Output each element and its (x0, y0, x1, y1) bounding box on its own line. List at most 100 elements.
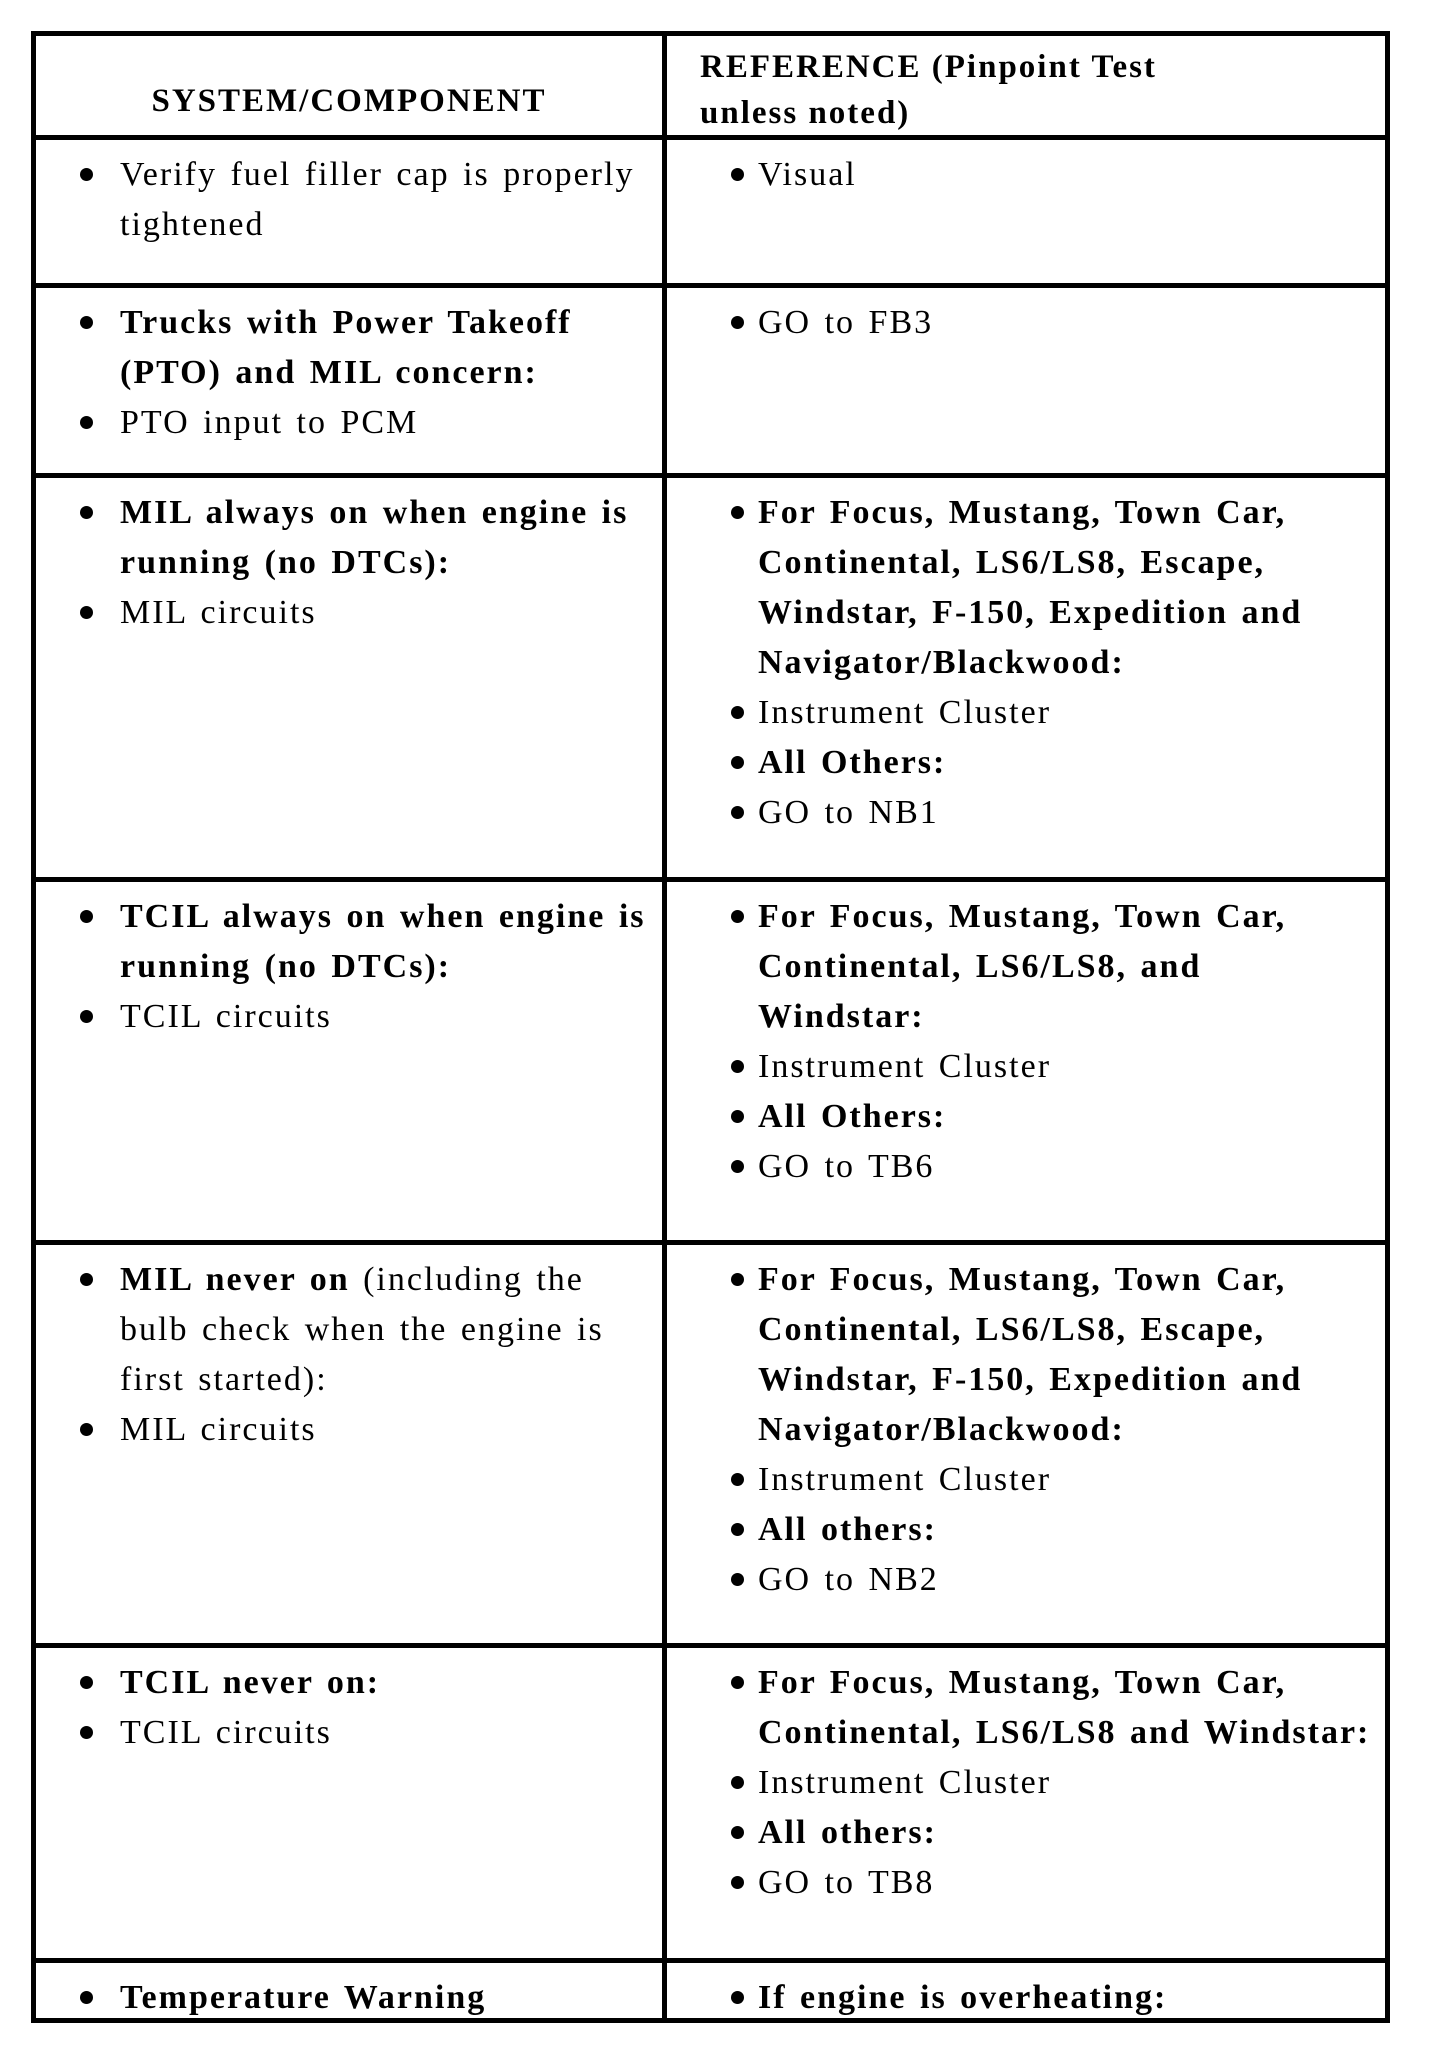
bullet-item: All others: (667, 1505, 1379, 1555)
bullet-text: Instrument Cluster (758, 1048, 1052, 1085)
bullet-text: TCIL circuits (120, 1714, 332, 1751)
header-system-component: SYSTEM/COMPONENT (36, 36, 667, 140)
bullet-text-bold: All others: (758, 1814, 937, 1851)
bullet-text: MIL circuits (120, 1411, 317, 1448)
bullet-text: MIL circuits (120, 594, 317, 631)
header-reference: REFERENCE (Pinpoint Test unless noted) (667, 36, 1385, 140)
bullet-icon (80, 910, 93, 923)
row4-system-cell: TCIL always on when engine is running (n… (36, 882, 667, 1245)
bullet-text-bold: Trucks with Power Takeoff (PTO) and MIL … (120, 304, 572, 391)
row2-reference-cell: GO to FB3 (667, 288, 1385, 478)
bullet-icon (731, 756, 744, 769)
row5-system-cell: MIL never on (including the bulb check w… (36, 1245, 667, 1648)
bullet-text: Verify fuel filler cap is properly tight… (120, 156, 635, 243)
bullet-text-bold: If engine is overheating: (758, 1979, 1168, 2016)
bullet-text-bold: TCIL never on: (120, 1664, 381, 1701)
bullet-icon (80, 168, 93, 181)
bullet-text: Visual (758, 156, 857, 193)
bullet-item: TCIL always on when engine is running (n… (36, 892, 656, 992)
bullet-item: TCIL circuits (36, 992, 656, 1042)
bullet-item: MIL always on when engine is running (no… (36, 488, 656, 588)
bullet-item: TCIL circuits (36, 1708, 656, 1758)
bullet-item: Instrument Cluster (667, 1042, 1379, 1092)
bullet-text-bold: For Focus, Mustang, Town Car, Continenta… (758, 1261, 1303, 1448)
row6-system-cell: TCIL never on: TCIL circuits (36, 1648, 667, 1963)
bullet-item: All others: (667, 1808, 1379, 1858)
bullet-item: MIL circuits (36, 588, 656, 638)
bullet-item: For Focus, Mustang, Town Car, Continenta… (667, 892, 1379, 1042)
bullet-item: For Focus, Mustang, Town Car, Continenta… (667, 488, 1379, 688)
diagnostic-reference-table: SYSTEM/COMPONENT REFERENCE (Pinpoint Tes… (31, 31, 1390, 2023)
bullet-item: GO to TB6 (667, 1142, 1379, 1192)
header-col1-text: SYSTEM/COMPONENT (151, 83, 547, 119)
bullet-text-bold: For Focus, Mustang, Town Car, Continenta… (758, 494, 1303, 681)
row7-system-cell: Temperature Warning (36, 1963, 667, 2018)
bullet-icon (731, 706, 744, 719)
bullet-item: GO to FB3 (667, 298, 1379, 348)
bullet-list: TCIL always on when engine is running (n… (36, 882, 662, 1042)
bullet-item: GO to NB1 (667, 788, 1379, 838)
bullet-icon (80, 506, 93, 519)
bullet-list: Trucks with Power Takeoff (PTO) and MIL … (36, 288, 662, 448)
row2-system-cell: Trucks with Power Takeoff (PTO) and MIL … (36, 288, 667, 478)
bullet-text-bold: For Focus, Mustang, Town Car, Continenta… (758, 898, 1287, 1035)
bullet-icon (731, 1273, 744, 1286)
bullet-item: Trucks with Power Takeoff (PTO) and MIL … (36, 298, 656, 398)
bullet-icon (80, 1726, 93, 1739)
bullet-text: (including the bulb check when the engin… (120, 1261, 604, 1398)
bullet-text-bold: For Focus, Mustang, Town Car, Continenta… (758, 1664, 1371, 1751)
row1-system-cell: Verify fuel filler cap is properly tight… (36, 140, 667, 288)
bullet-item: GO to NB2 (667, 1555, 1379, 1605)
bullet-icon (80, 1991, 93, 2004)
bullet-item: Instrument Cluster (667, 688, 1379, 738)
bullet-icon (731, 1473, 744, 1486)
bullet-list: Visual (667, 140, 1385, 200)
bullet-icon (731, 1060, 744, 1073)
bullet-icon (731, 1110, 744, 1123)
bullet-icon (80, 1423, 93, 1436)
bullet-list: For Focus, Mustang, Town Car, Continenta… (667, 1648, 1385, 1908)
bullet-text: GO to NB1 (758, 794, 939, 831)
bullet-icon (80, 416, 93, 429)
row3-reference-cell: For Focus, Mustang, Town Car, Continenta… (667, 478, 1385, 882)
bullet-list: MIL never on (including the bulb check w… (36, 1245, 662, 1455)
bullet-icon (80, 1010, 93, 1023)
bullet-item: TCIL never on: (36, 1658, 656, 1708)
bullet-text: GO to FB3 (758, 304, 934, 341)
bullet-icon (731, 1991, 744, 2004)
bullet-icon (731, 168, 744, 181)
bullet-text: GO to NB2 (758, 1561, 939, 1598)
bullet-icon (731, 1676, 744, 1689)
bullet-text-bold: All others: (758, 1511, 937, 1548)
bullet-text: TCIL circuits (120, 998, 332, 1035)
bullet-text-bold: Temperature Warning (120, 1979, 487, 2016)
bullet-item: PTO input to PCM (36, 398, 656, 448)
bullet-text: Instrument Cluster (758, 1461, 1052, 1498)
row1-reference-cell: Visual (667, 140, 1385, 288)
bullet-text: Instrument Cluster (758, 694, 1052, 731)
row3-system-cell: MIL always on when engine is running (no… (36, 478, 667, 882)
bullet-item: Instrument Cluster (667, 1758, 1379, 1808)
bullet-icon (731, 316, 744, 329)
bullet-icon (80, 606, 93, 619)
bullet-icon (731, 1160, 744, 1173)
bullet-icon (731, 506, 744, 519)
bullet-item: Verify fuel filler cap is properly tight… (36, 150, 656, 250)
bullet-item: For Focus, Mustang, Town Car, Continenta… (667, 1658, 1379, 1758)
bullet-item: All Others: (667, 1092, 1379, 1142)
row4-reference-cell: For Focus, Mustang, Town Car, Continenta… (667, 882, 1385, 1245)
bullet-list: For Focus, Mustang, Town Car, Continenta… (667, 478, 1385, 838)
bullet-item: All Others: (667, 738, 1379, 788)
row6-reference-cell: For Focus, Mustang, Town Car, Continenta… (667, 1648, 1385, 1963)
bullet-icon (731, 806, 744, 819)
bullet-item: Instrument Cluster (667, 1455, 1379, 1505)
bullet-list: Temperature Warning (36, 1963, 662, 2018)
bullet-list: Verify fuel filler cap is properly tight… (36, 140, 662, 250)
bullet-item: MIL never on (including the bulb check w… (36, 1255, 656, 1405)
bullet-item: Visual (667, 150, 1379, 200)
bullet-item: GO to TB8 (667, 1858, 1379, 1908)
bullet-icon (731, 1523, 744, 1536)
bullet-item: MIL circuits (36, 1405, 656, 1455)
bullet-icon (731, 1826, 744, 1839)
